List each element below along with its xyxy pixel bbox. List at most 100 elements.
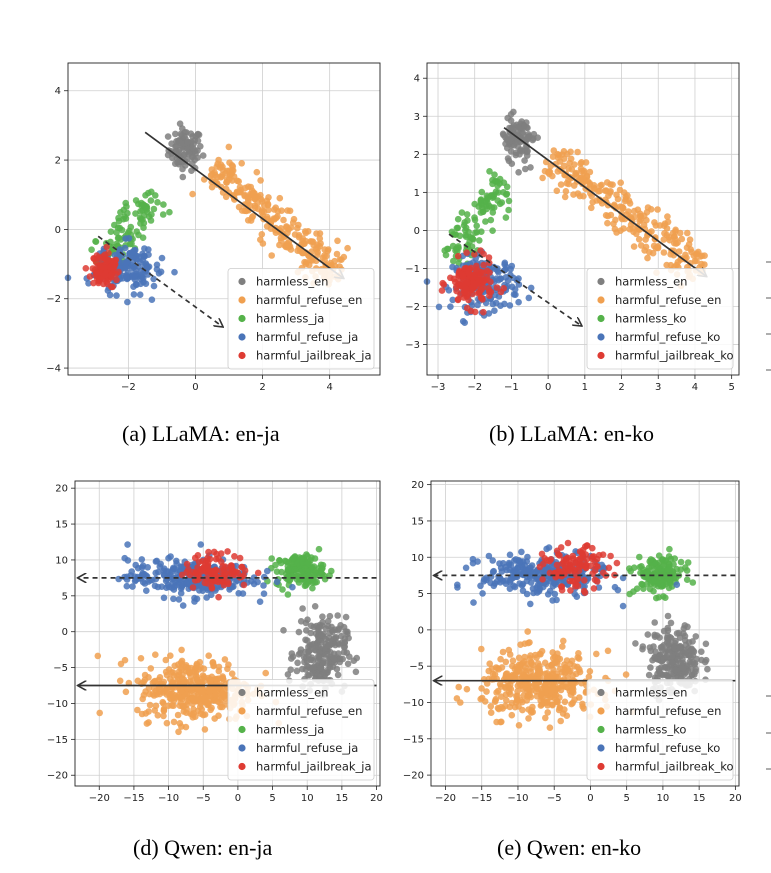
- data-point-harmful_refuse_ja: [128, 262, 136, 269]
- data-point-harmful_refuse_en: [211, 715, 218, 722]
- data-point-harmful_refuse_en: [302, 260, 310, 268]
- data-point-harmful_refuse_ja: [248, 577, 255, 585]
- data-point-harmful_refuse_en: [205, 652, 212, 659]
- data-point-harmful_refuse_en: [170, 718, 178, 726]
- data-point-harmful_refuse_en: [215, 667, 223, 675]
- data-point-harmless_en: [667, 619, 675, 627]
- data-point-harmful_refuse_en: [176, 693, 184, 701]
- data-point-harmful_refuse_ja: [163, 584, 170, 591]
- data-point-harmful_refuse_ja: [136, 291, 144, 299]
- data-point-harmful_refuse_en: [497, 703, 505, 711]
- legend-marker-harmless_en: [597, 277, 605, 286]
- data-point-harmful_refuse_ja: [124, 298, 131, 306]
- data-point-harmless_en: [192, 150, 199, 157]
- data-point-harmful_refuse_en: [463, 685, 471, 693]
- data-point-harmful_refuse_en: [622, 671, 630, 678]
- caption-llama-en-ko: (b) LLaMA: en-ko: [489, 421, 654, 446]
- data-point-harmful_refuse_en: [141, 671, 149, 679]
- data-point-harmless_en: [512, 151, 519, 159]
- data-point-harmful_jailbreak_ja: [96, 276, 103, 283]
- data-point-harmful_refuse_ja: [138, 564, 146, 571]
- data-point-harmful_refuse_en: [312, 245, 320, 253]
- data-point-harmless_en: [294, 659, 301, 667]
- data-point-harmful_refuse_en: [561, 193, 569, 201]
- y-tick-label: 0: [55, 225, 61, 236]
- data-point-harmful_refuse_en: [521, 658, 528, 665]
- data-point-harmful_jailbreak_ja: [189, 584, 197, 591]
- data-point-harmful_refuse_ja: [254, 578, 261, 586]
- data-point-harmless_ko: [633, 585, 641, 592]
- data-point-harmful_refuse_en: [225, 143, 233, 151]
- data-point-harmful_refuse_ko: [497, 579, 504, 586]
- data-point-harmless_en: [527, 164, 534, 171]
- data-point-harmless_ja: [123, 203, 130, 210]
- legend: harmless_en harmful_refuse_en harmless_jah…: [227, 268, 375, 370]
- data-point-harmful_refuse_en: [217, 174, 224, 181]
- data-point-harmful_refuse_en: [314, 251, 321, 259]
- data-point-harmful_refuse_en: [660, 236, 668, 243]
- data-point-harmful_refuse_en: [233, 189, 241, 196]
- data-point-harmless_en: [322, 635, 330, 643]
- data-point-harmful_refuse_ko: [493, 275, 500, 283]
- data-point-harmful_refuse_en: [197, 679, 205, 686]
- data-point-harmless_ko: [636, 553, 643, 561]
- data-point-harmless_en: [352, 668, 360, 676]
- data-point-harmful_refuse_en: [121, 656, 129, 664]
- data-point-harmful_refuse_ja: [165, 554, 172, 562]
- data-point-harmful_refuse_ja: [170, 595, 177, 603]
- data-point-harmful_refuse_en: [611, 225, 619, 233]
- data-point-harmless_ko: [505, 206, 512, 214]
- data-point-harmless_ko: [488, 204, 496, 211]
- legend-marker-harmless_ja: [238, 725, 246, 734]
- data-point-harmless_en: [654, 670, 661, 678]
- x-tick-label: 4: [326, 382, 332, 393]
- data-point-harmful_jailbreak_ja: [107, 272, 115, 279]
- data-point-harmful_refuse_ko: [526, 574, 534, 581]
- data-point-harmless_en: [524, 133, 532, 141]
- data-point-harmful_refuse_ko: [474, 558, 481, 565]
- data-point-harmful_refuse_en: [654, 244, 662, 252]
- data-point-harmless_ko: [667, 579, 674, 587]
- data-point-harmful_jailbreak_ja: [103, 278, 110, 286]
- data-point-harmless_ko: [683, 576, 691, 583]
- data-point-harmful_refuse_en: [633, 230, 640, 238]
- data-point-harmful_jailbreak_ja: [224, 548, 231, 555]
- data-point-harmful_refuse_ja: [163, 575, 171, 583]
- data-point-harmful_refuse_en: [578, 174, 586, 181]
- data-point-harmful_jailbreak_ja: [228, 563, 235, 571]
- data-point-harmful_refuse_ko: [496, 560, 503, 567]
- data-point-harmful_refuse_en: [210, 661, 217, 669]
- data-point-harmless_en: [504, 114, 512, 122]
- data-point-harmless_ko: [502, 214, 510, 221]
- data-point-harmful_refuse_en: [545, 663, 552, 670]
- data-point-harmful_jailbreak_ko: [569, 552, 577, 560]
- data-point-harmful_refuse_en: [331, 257, 338, 265]
- data-point-harmful_refuse_ko: [527, 579, 535, 586]
- data-point-harmful_refuse_ko: [518, 548, 525, 556]
- x-tick-label: −15: [123, 793, 144, 804]
- data-point-harmful_refuse_en: [198, 689, 205, 696]
- data-point-harmful_refuse_en: [630, 243, 638, 250]
- data-point-harmless_en: [691, 671, 698, 678]
- data-point-harmful_refuse_en: [175, 671, 183, 679]
- data-point-harmless_ko: [450, 257, 457, 265]
- data-point-harmful_refuse_en: [568, 657, 576, 665]
- data-point-harmful_refuse_en: [693, 257, 700, 265]
- data-point-harmful_refuse_en: [486, 660, 494, 667]
- legend-label-harmful_jailbreak_ja: harmful_jailbreak_ja: [256, 760, 372, 774]
- data-point-harmless_ja: [132, 210, 139, 217]
- data-point-harmful_refuse_ja: [179, 602, 187, 609]
- data-point-harmful_refuse_en: [276, 194, 284, 202]
- data-point-harmful_refuse_en: [607, 188, 614, 195]
- legend-label-harmful_refuse_en: harmful_refuse_en: [615, 293, 721, 307]
- legend-label-harmful_jailbreak_ko: harmful_jailbreak_ko: [615, 760, 734, 774]
- data-point-harmless_en: [661, 664, 668, 671]
- data-point-harmful_jailbreak_ko: [463, 304, 471, 312]
- data-point-harmful_refuse_en: [507, 685, 515, 693]
- data-point-harmful_refuse_ja: [113, 292, 120, 299]
- x-tick-label: 2: [259, 382, 265, 393]
- data-point-harmful_refuse_en: [174, 711, 182, 719]
- data-point-harmful_refuse_ja: [124, 557, 132, 564]
- chart-panel-3: −20 −15 −10 −5 0 5 10 15 20 −20 −15 −10 −5 0 5 10 15 20 ha…: [47, 480, 383, 804]
- data-point-harmful_refuse_en: [698, 260, 705, 268]
